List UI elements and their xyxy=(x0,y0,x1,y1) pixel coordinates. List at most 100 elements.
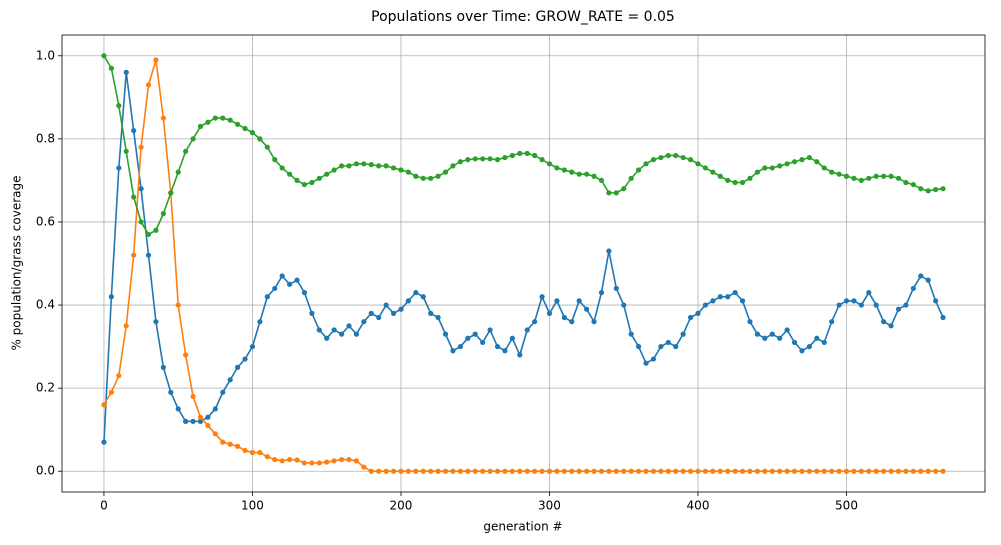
data-point xyxy=(480,156,486,162)
data-point xyxy=(338,456,345,463)
data-point xyxy=(279,458,285,464)
data-point xyxy=(116,373,122,379)
data-point xyxy=(598,289,605,296)
data-point xyxy=(925,188,931,194)
data-point xyxy=(747,175,753,181)
data-point xyxy=(584,468,590,474)
data-point xyxy=(628,175,634,181)
data-point xyxy=(851,175,857,181)
data-point xyxy=(398,468,404,474)
data-point xyxy=(821,339,827,346)
data-point xyxy=(405,468,412,474)
data-point xyxy=(442,169,449,175)
data-point xyxy=(643,360,649,366)
data-point xyxy=(881,173,887,179)
data-point xyxy=(294,177,300,184)
data-point xyxy=(242,356,248,362)
data-point xyxy=(546,310,553,316)
data-point xyxy=(405,298,412,304)
data-point xyxy=(509,335,515,341)
data-point xyxy=(799,468,805,474)
data-point xyxy=(353,161,360,167)
data-point xyxy=(413,173,419,179)
data-point xyxy=(442,468,449,474)
data-point xyxy=(242,447,248,454)
data-point xyxy=(777,468,783,474)
data-point xyxy=(101,402,107,408)
data-point xyxy=(487,468,493,474)
data-point xyxy=(420,294,426,300)
data-point xyxy=(769,331,775,337)
data-point xyxy=(205,422,211,429)
data-point xyxy=(650,468,657,474)
data-point xyxy=(175,406,181,412)
data-point xyxy=(613,285,619,292)
data-point xyxy=(123,323,129,329)
data-point xyxy=(420,175,426,181)
data-point xyxy=(294,457,300,463)
data-point xyxy=(821,165,827,171)
data-point xyxy=(465,335,471,341)
data-point xyxy=(606,468,612,474)
data-point xyxy=(561,314,567,321)
data-point xyxy=(888,173,894,179)
data-point xyxy=(160,211,166,217)
data-point xyxy=(220,389,226,395)
data-point xyxy=(457,468,463,474)
x-tick-label: 400 xyxy=(687,499,710,513)
data-point xyxy=(145,82,152,88)
data-point xyxy=(739,468,746,474)
data-point xyxy=(665,152,671,159)
data-point xyxy=(435,314,441,321)
data-point xyxy=(702,468,709,474)
data-point xyxy=(153,227,159,233)
data-point xyxy=(903,468,909,474)
data-point xyxy=(227,117,233,123)
data-point xyxy=(821,468,827,474)
data-point xyxy=(383,468,389,474)
data-point xyxy=(257,449,263,456)
data-point xyxy=(814,468,820,474)
data-point xyxy=(940,468,946,474)
data-point xyxy=(665,339,671,346)
data-point xyxy=(205,414,211,420)
data-point xyxy=(257,136,263,142)
data-point xyxy=(472,468,478,474)
data-point xyxy=(183,352,189,358)
data-point xyxy=(383,163,389,169)
data-point xyxy=(116,103,122,109)
data-point xyxy=(777,335,783,341)
data-point xyxy=(584,306,590,312)
data-point xyxy=(702,165,709,171)
data-point xyxy=(940,314,946,321)
data-point xyxy=(680,331,686,337)
data-point xyxy=(635,343,642,350)
data-point xyxy=(301,289,308,296)
x-tick-label: 0 xyxy=(100,499,108,513)
y-tick-label: 0.4 xyxy=(36,298,55,312)
data-point xyxy=(717,294,723,300)
data-point xyxy=(732,468,738,474)
data-point xyxy=(190,136,196,142)
data-point xyxy=(843,298,850,304)
data-point xyxy=(739,179,746,186)
data-point xyxy=(346,163,352,169)
data-point xyxy=(554,468,560,474)
data-point xyxy=(606,248,612,254)
data-point xyxy=(108,389,114,395)
data-point xyxy=(910,285,916,292)
data-point xyxy=(903,179,909,186)
data-point xyxy=(866,468,872,474)
data-point xyxy=(420,468,426,474)
data-point xyxy=(331,327,337,333)
data-point xyxy=(346,323,352,329)
data-point xyxy=(235,364,241,370)
data-point xyxy=(168,389,174,395)
data-point xyxy=(665,468,671,474)
data-point xyxy=(717,173,723,179)
data-point xyxy=(940,186,946,192)
data-point xyxy=(450,163,456,169)
data-point xyxy=(725,468,731,474)
data-point xyxy=(123,69,129,75)
data-point xyxy=(762,335,768,341)
